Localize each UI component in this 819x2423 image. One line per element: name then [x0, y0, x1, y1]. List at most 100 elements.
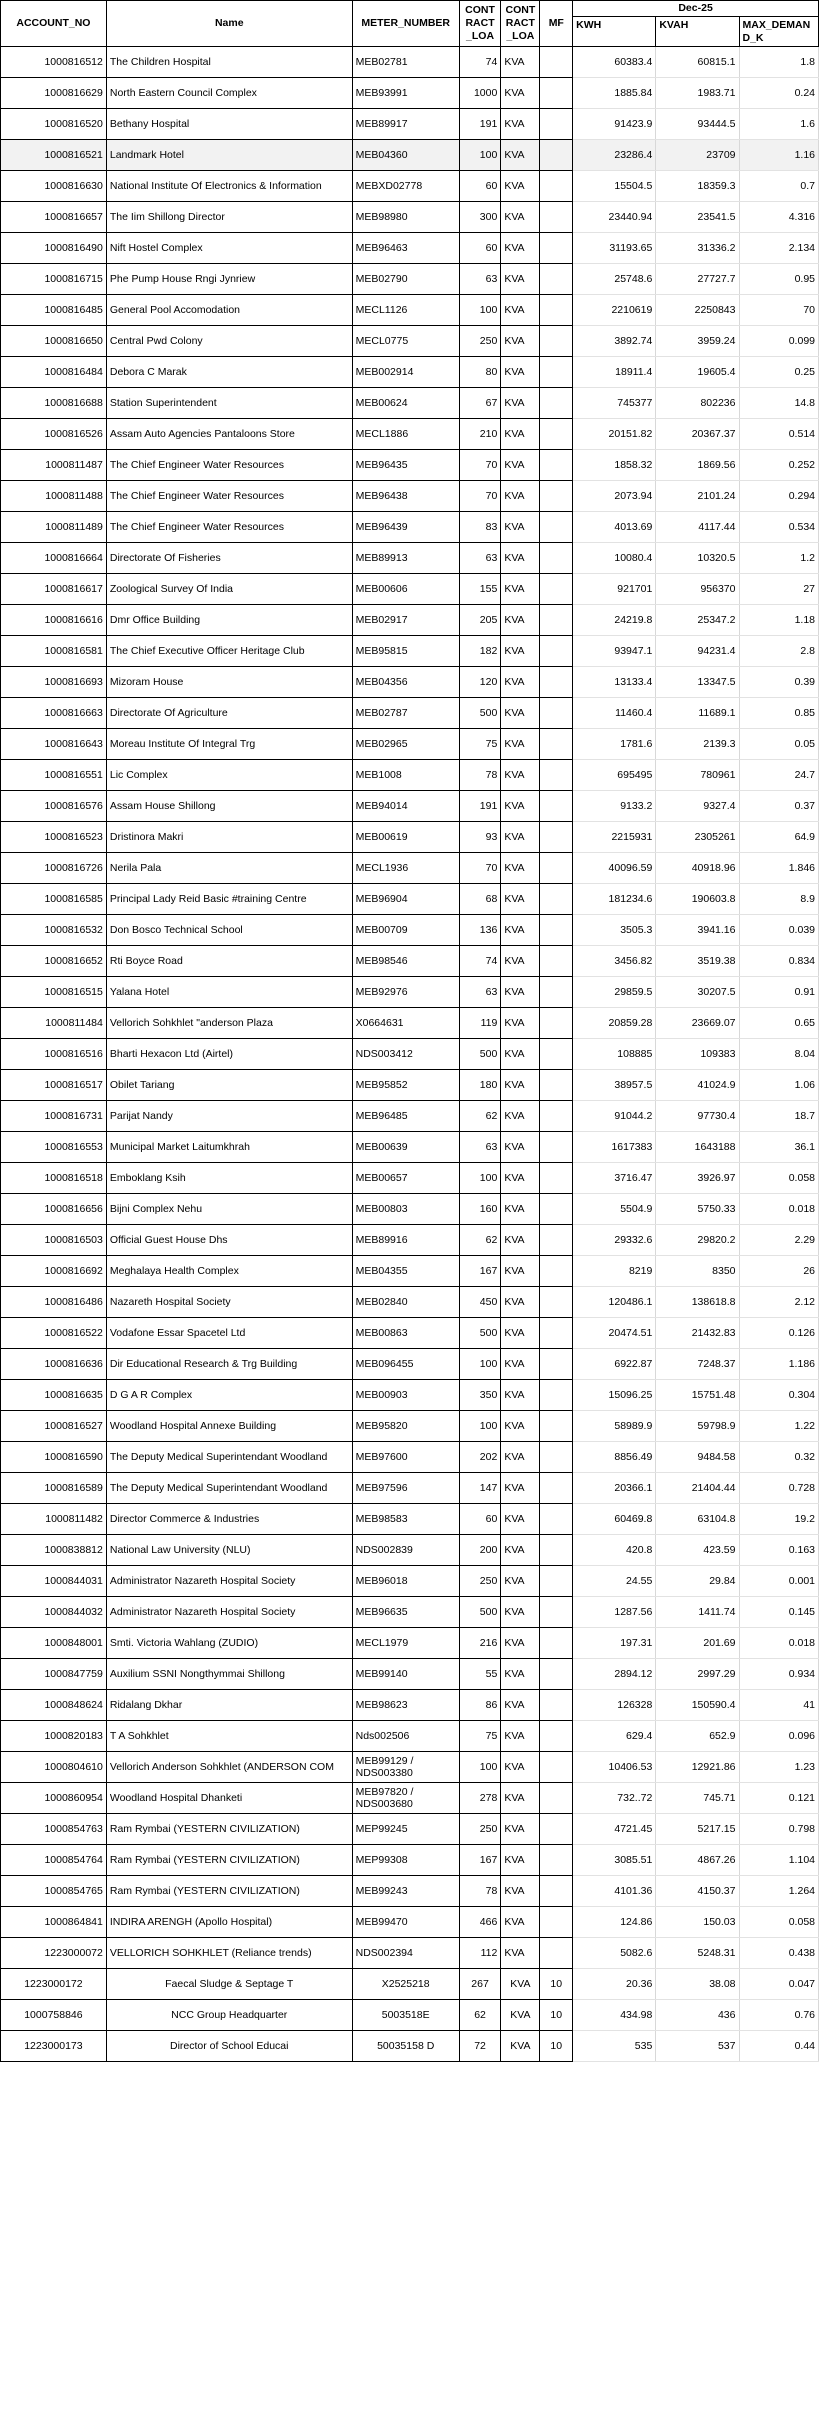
cell-contract-load[interactable]: 63: [458, 976, 502, 1008]
cell-meter-number[interactable]: MEB99129 / NDS003380: [351, 1751, 460, 1783]
cell-name[interactable]: National Law University (NLU): [105, 1534, 353, 1566]
cell-kvah[interactable]: 3926.97: [655, 1162, 740, 1194]
cell-contract-load[interactable]: 60: [458, 232, 502, 264]
cell-meter-number[interactable]: MEB97600: [351, 1441, 460, 1473]
cell-contract-load[interactable]: 250: [458, 1565, 502, 1597]
cell-account-no[interactable]: 1000848624: [0, 1689, 107, 1721]
cell-account-no[interactable]: 1000816522: [0, 1317, 107, 1349]
table-row[interactable]: 1000820183 T A Sohkhlet Nds002506 75 KVA 629.…: [0, 1720, 819, 1752]
cell-contract-load[interactable]: 70: [458, 449, 502, 481]
cell-account-no[interactable]: 1000816643: [0, 728, 107, 760]
cell-kwh[interactable]: 60383.4: [572, 46, 657, 78]
cell-account-no[interactable]: 1000816485: [0, 294, 107, 326]
cell-meter-number[interactable]: MEB02790: [351, 263, 460, 295]
cell-load-unit[interactable]: KVA: [500, 1875, 541, 1907]
cell-load-unit[interactable]: KVA: [500, 1379, 541, 1411]
cell-name[interactable]: Central Pwd Colony: [105, 325, 353, 357]
cell-account-no[interactable]: 1000816516: [0, 1038, 107, 1070]
cell-contract-load[interactable]: 216: [458, 1627, 502, 1659]
cell-mf[interactable]: [539, 1472, 574, 1504]
cell-contract-load[interactable]: 70: [458, 480, 502, 512]
cell-kvah[interactable]: 2250843: [655, 294, 740, 326]
cell-mf[interactable]: [539, 108, 574, 140]
cell-load-unit[interactable]: KVA: [500, 1007, 541, 1039]
cell-load-unit[interactable]: KVA: [500, 387, 541, 419]
cell-meter-number[interactable]: MEP99308: [351, 1844, 460, 1876]
table-row[interactable]: 1000816515 Yalana Hotel MEB92976 63 KVA 29859…: [0, 976, 819, 1008]
cell-kwh[interactable]: 29332.6: [572, 1224, 657, 1256]
table-row[interactable]: 1000816616 Dmr Office Building MEB02917 205…: [0, 604, 819, 636]
cell-load-unit[interactable]: KVA: [500, 1658, 541, 1690]
cell-meter-number[interactable]: MEB95852: [351, 1069, 460, 1101]
cell-max-demand[interactable]: 0.058: [738, 1906, 819, 1938]
cell-contract-load[interactable]: 191: [458, 790, 502, 822]
cell-mf[interactable]: [539, 1937, 574, 1969]
cell-account-no[interactable]: 1000838812: [0, 1534, 107, 1566]
cell-account-no[interactable]: 1000804610: [0, 1751, 107, 1783]
cell-account-no[interactable]: 1000816517: [0, 1069, 107, 1101]
cell-max-demand[interactable]: 0.24: [738, 77, 819, 109]
cell-contract-load[interactable]: 62: [458, 1224, 502, 1256]
cell-load-unit[interactable]: KVA: [500, 1813, 541, 1845]
cell-account-no[interactable]: 1000864841: [0, 1906, 107, 1938]
cell-name[interactable]: Vellorich Anderson Sohkhlet (ANDERSON CO…: [105, 1751, 353, 1783]
cell-account-no[interactable]: 1000816630: [0, 170, 107, 202]
column-header-period-group[interactable]: Dec-25: [572, 0, 819, 17]
cell-contract-load[interactable]: 63: [458, 1131, 502, 1163]
cell-meter-number[interactable]: MEB00709: [351, 914, 460, 946]
cell-kvah[interactable]: 10320.5: [655, 542, 740, 574]
cell-load-unit[interactable]: KVA: [500, 1844, 541, 1876]
cell-mf[interactable]: [539, 1348, 574, 1380]
cell-meter-number[interactable]: Nds002506: [351, 1720, 460, 1752]
cell-kwh[interactable]: 732..72: [572, 1782, 657, 1814]
cell-kvah[interactable]: 23541.5: [655, 201, 740, 233]
cell-account-no[interactable]: 1000854764: [0, 1844, 107, 1876]
cell-meter-number[interactable]: MEB97596: [351, 1472, 460, 1504]
cell-kwh[interactable]: 420.8: [572, 1534, 657, 1566]
cell-kwh[interactable]: 535: [572, 2030, 657, 2062]
cell-max-demand[interactable]: 0.126: [738, 1317, 819, 1349]
cell-load-unit[interactable]: KVA: [500, 170, 541, 202]
cell-contract-load[interactable]: 202: [458, 1441, 502, 1473]
cell-max-demand[interactable]: 0.099: [738, 325, 819, 357]
cell-meter-number[interactable]: MEB96435: [351, 449, 460, 481]
cell-load-unit[interactable]: KVA: [500, 635, 541, 667]
cell-kvah[interactable]: 9484.58: [655, 1441, 740, 1473]
cell-mf[interactable]: [539, 46, 574, 78]
cell-name[interactable]: Zoological Survey Of India: [105, 573, 353, 605]
cell-contract-load[interactable]: 180: [458, 1069, 502, 1101]
cell-name[interactable]: Phe Pump House Rngi Jynriew: [105, 263, 353, 295]
cell-kvah[interactable]: 1643188: [655, 1131, 740, 1163]
cell-name[interactable]: Municipal Market Laitumkhrah: [105, 1131, 353, 1163]
cell-kwh[interactable]: 124.86: [572, 1906, 657, 1938]
cell-mf[interactable]: [539, 139, 574, 171]
cell-account-no[interactable]: 1000816589: [0, 1472, 107, 1504]
cell-mf[interactable]: [539, 294, 574, 326]
cell-load-unit[interactable]: KVA: [500, 356, 541, 388]
cell-name[interactable]: Bharti Hexacon Ltd (Airtel): [105, 1038, 353, 1070]
cell-contract-load[interactable]: 210: [458, 418, 502, 450]
cell-meter-number[interactable]: MEB89913: [351, 542, 460, 574]
cell-kwh[interactable]: 23286.4: [572, 139, 657, 171]
cell-contract-load[interactable]: 100: [458, 1410, 502, 1442]
cell-kvah[interactable]: 2997.29: [655, 1658, 740, 1690]
cell-meter-number[interactable]: MEB99470: [351, 1906, 460, 1938]
cell-mf[interactable]: [539, 1007, 574, 1039]
cell-kvah[interactable]: 109383: [655, 1038, 740, 1070]
cell-name[interactable]: Directorate Of Fisheries: [105, 542, 353, 574]
cell-kvah[interactable]: 537: [655, 2030, 740, 2062]
cell-account-no[interactable]: 1000816503: [0, 1224, 107, 1256]
cell-contract-load[interactable]: 63: [458, 263, 502, 295]
table-row[interactable]: 1000816486 Nazareth Hospital Society MEB02…: [0, 1286, 819, 1318]
cell-max-demand[interactable]: 0.304: [738, 1379, 819, 1411]
cell-meter-number[interactable]: MEB02781: [351, 46, 460, 78]
table-row[interactable]: 1000816629 North Eastern Council Complex M…: [0, 77, 819, 109]
cell-kvah[interactable]: 18359.3: [655, 170, 740, 202]
cell-max-demand[interactable]: 0.096: [738, 1720, 819, 1752]
cell-account-no[interactable]: 1000816692: [0, 1255, 107, 1287]
cell-contract-load[interactable]: 250: [458, 325, 502, 357]
cell-name[interactable]: General Pool Accomodation: [105, 294, 353, 326]
cell-mf[interactable]: [539, 1689, 574, 1721]
cell-account-no[interactable]: 1000816656: [0, 1193, 107, 1225]
cell-meter-number[interactable]: MEB89917: [351, 108, 460, 140]
